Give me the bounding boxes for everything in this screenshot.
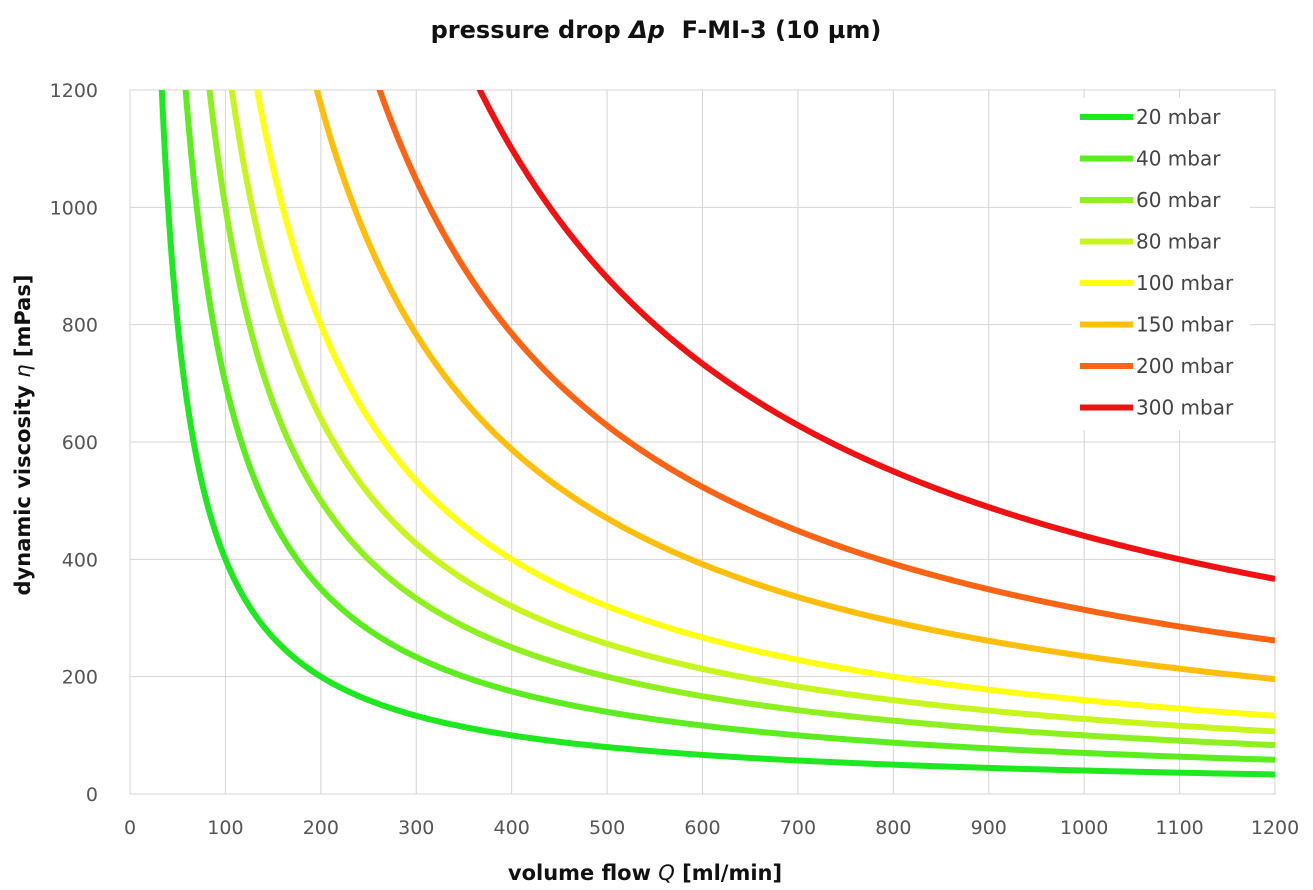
x-tick-label: 200 <box>303 817 339 839</box>
legend-label: 200 mbar <box>1136 354 1234 378</box>
series-line-60-mbar <box>206 90 1275 749</box>
series-line-300-mbar <box>476 90 1275 582</box>
legend-label: 80 mbar <box>1136 230 1221 254</box>
x-tick-label: 1200 <box>1251 817 1299 839</box>
x-axis-title: volume flow Q [ml/min] <box>508 861 782 885</box>
chart-title-symbol: Δp <box>627 16 665 44</box>
y-axis-title-suffix: [mPas] <box>11 275 35 365</box>
x-tick-label: 0 <box>124 817 136 839</box>
x-tick-label: 100 <box>207 817 243 839</box>
series-line-100-mbar <box>254 90 1275 719</box>
x-tick-label: 600 <box>684 817 720 839</box>
series-line-200-mbar <box>376 90 1275 644</box>
y-tick-label: 200 <box>62 667 98 689</box>
plot-area <box>129 89 1276 795</box>
x-axis-ticks: 0 100 200 300 400 500 600 700 800 900 1000 1100 1200 <box>124 817 1299 839</box>
y-axis-ticks: 0 200 400 600 800 1000 1200 <box>50 80 98 806</box>
series-line-80-mbar <box>228 90 1275 735</box>
series-line-150-mbar <box>313 90 1275 683</box>
x-tick-label: 1000 <box>1060 817 1108 839</box>
legend-background <box>1072 98 1250 430</box>
legend-label: 150 mbar <box>1136 313 1234 337</box>
y-tick-label: 1200 <box>50 80 98 102</box>
chart-title-suffix: F-MI-3 (10 µm) <box>665 16 882 44</box>
legend-label: 300 mbar <box>1136 396 1234 420</box>
y-axis-title: dynamic viscosity η [mPas] <box>11 275 35 596</box>
series-group <box>158 90 1275 778</box>
series-line-20-mbar <box>158 90 1275 778</box>
y-axis-title-symbol: η <box>11 364 35 377</box>
x-tick-label: 1100 <box>1155 817 1203 839</box>
legend-label: 40 mbar <box>1136 147 1221 171</box>
legend-label: 100 mbar <box>1136 271 1234 295</box>
y-tick-label: 1000 <box>50 197 98 219</box>
y-tick-label: 400 <box>62 549 98 571</box>
x-tick-label: 800 <box>875 817 911 839</box>
series-line-40-mbar <box>182 90 1275 763</box>
legend: 20 mbar 40 mbar 60 mbar 80 mbar 100 mbar 150 … <box>1072 98 1250 430</box>
x-axis-title-suffix: [ml/min] <box>675 861 782 885</box>
x-tick-label: 300 <box>398 817 434 839</box>
y-tick-label: 800 <box>62 315 98 337</box>
y-tick-label: 0 <box>86 784 98 806</box>
legend-label: 20 mbar <box>1136 105 1221 129</box>
x-tick-label: 900 <box>971 817 1007 839</box>
x-tick-label: 400 <box>494 817 530 839</box>
y-tick-label: 600 <box>62 432 98 454</box>
x-axis-title-symbol: Q <box>658 861 675 885</box>
y-axis-title-prefix: dynamic viscosity <box>11 378 35 596</box>
x-axis-title-prefix: volume flow <box>508 861 658 885</box>
x-tick-label: 700 <box>780 817 816 839</box>
chart-title-prefix: pressure drop <box>431 16 629 44</box>
chart-title: pressure drop Δp F-MI-3 (10 µm) <box>431 16 882 44</box>
x-tick-label: 500 <box>589 817 625 839</box>
legend-label: 60 mbar <box>1136 188 1221 212</box>
